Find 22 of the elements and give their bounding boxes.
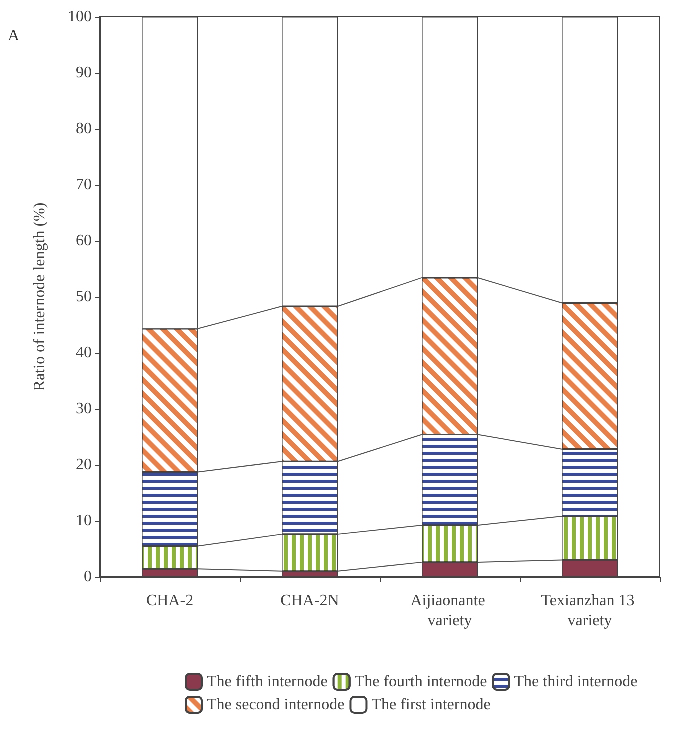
x-tick-label: Texianzhan 13 variety (541, 592, 639, 630)
text: A (8, 28, 20, 44)
y-tick-label: 80 (76, 120, 92, 138)
y-tick-label: 40 (76, 344, 92, 362)
y-tick-label: 100 (68, 8, 92, 26)
y-tick-label: 70 (76, 176, 92, 194)
legend-label: The first internode (372, 696, 491, 714)
x-tick-label: CHA-2 (146, 592, 194, 610)
y-tick-label: 10 (76, 512, 92, 530)
y-tick-label: 30 (76, 400, 92, 418)
x-tick-label: Aijiaonante variety (410, 592, 490, 630)
legend-label: The third internode (514, 674, 638, 690)
legend-label: The second internode (207, 696, 345, 714)
legend-label: The fourth internode (354, 674, 488, 690)
y-tick-label: 0 (84, 568, 92, 586)
y-tick-label: 60 (76, 232, 92, 250)
legend-label: The fifth internode (207, 674, 328, 690)
x-tick-label: CHA-2N (280, 592, 340, 610)
y-tick-label: 50 (76, 288, 92, 306)
y-tick-label: 20 (76, 456, 92, 474)
y-axis-title: Ratio of internode length (%) (32, 202, 48, 392)
y-tick-label: 90 (76, 64, 92, 82)
